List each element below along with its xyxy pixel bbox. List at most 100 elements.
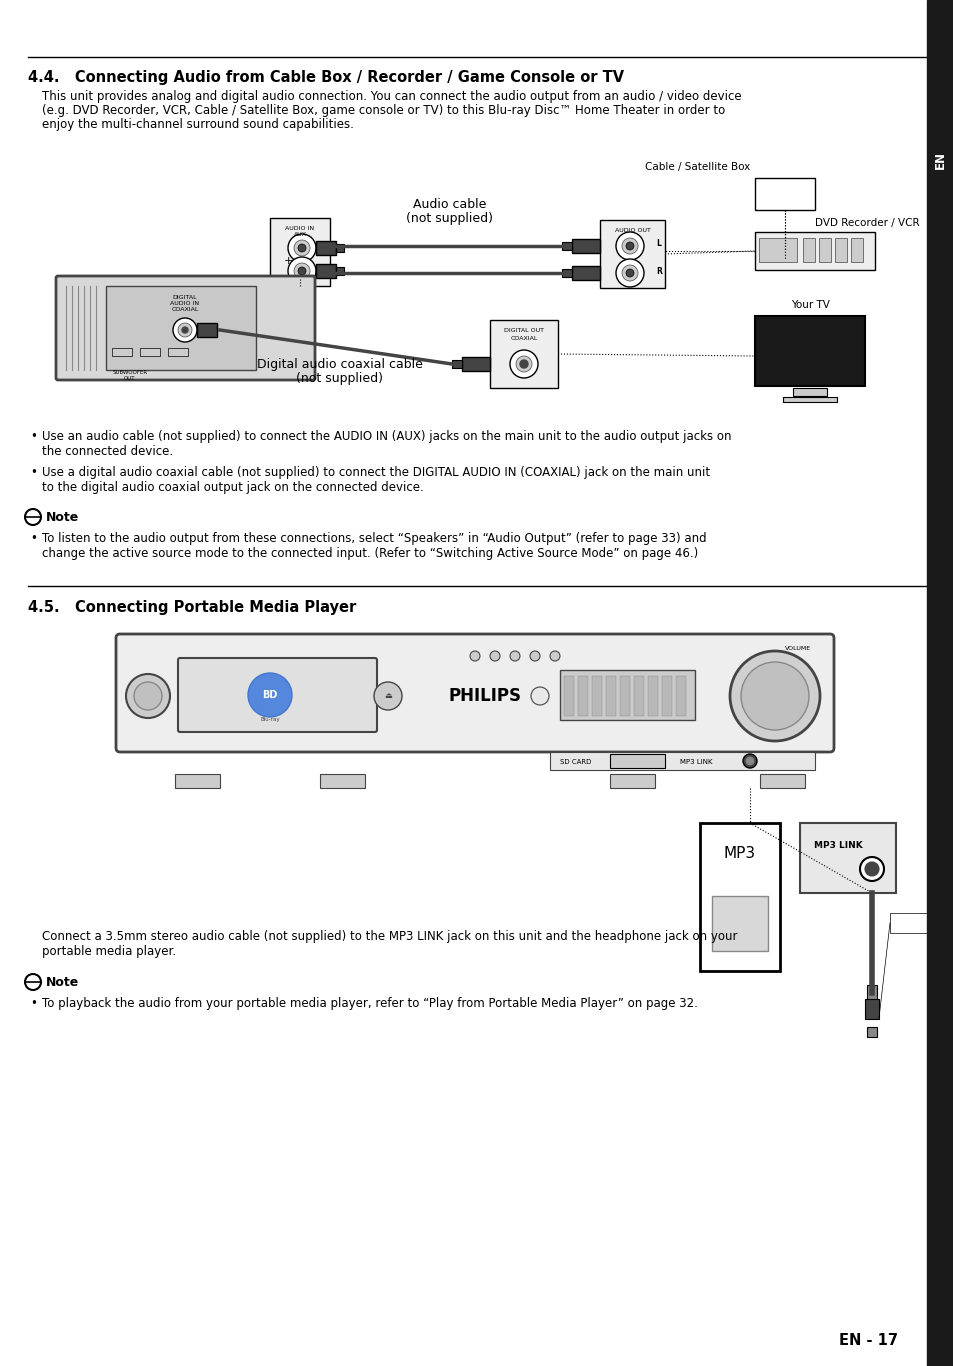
Text: Connect a 3.5mm stereo audio cable (not supplied) to the MP3 LINK jack on this u: Connect a 3.5mm stereo audio cable (not … xyxy=(42,930,737,943)
Text: COAXIAL: COAXIAL xyxy=(510,336,537,340)
Circle shape xyxy=(531,687,548,705)
Bar xyxy=(315,264,335,279)
Bar xyxy=(647,676,658,716)
Bar xyxy=(926,0,953,1366)
Circle shape xyxy=(625,242,634,250)
Text: •: • xyxy=(30,466,37,479)
Circle shape xyxy=(248,673,292,717)
Text: Use an audio cable (not supplied) to connect the AUDIO IN (AUX) jacks on the mai: Use an audio cable (not supplied) to con… xyxy=(42,430,731,443)
Text: the connected device.: the connected device. xyxy=(42,445,172,458)
Text: MP3 LINK: MP3 LINK xyxy=(813,840,862,850)
Circle shape xyxy=(25,974,41,990)
Bar xyxy=(196,322,216,337)
Text: •: • xyxy=(30,430,37,443)
Bar xyxy=(634,676,643,716)
Circle shape xyxy=(859,856,883,881)
Bar xyxy=(792,388,826,396)
Text: VOLUME: VOLUME xyxy=(784,646,810,652)
Text: AUX: AUX xyxy=(294,232,306,238)
Bar xyxy=(559,669,695,720)
Circle shape xyxy=(729,652,820,740)
Text: To listen to the audio output from these connections, select “Speakers” in “Audi: To listen to the audio output from these… xyxy=(42,531,706,545)
Text: change the active source mode to the connected input. (Refer to “Switching Activ: change the active source mode to the con… xyxy=(42,546,698,560)
Circle shape xyxy=(510,350,537,378)
Circle shape xyxy=(864,862,878,876)
Bar xyxy=(818,238,830,262)
Bar xyxy=(760,775,804,788)
Bar xyxy=(490,320,558,388)
Circle shape xyxy=(470,652,479,661)
Bar xyxy=(661,676,671,716)
Text: ⏏: ⏏ xyxy=(384,691,392,701)
Text: (not supplied): (not supplied) xyxy=(948,929,953,938)
Text: (not supplied): (not supplied) xyxy=(406,212,493,225)
Bar xyxy=(168,348,188,357)
Circle shape xyxy=(530,652,539,661)
Bar xyxy=(335,245,344,251)
FancyBboxPatch shape xyxy=(178,658,376,732)
Bar xyxy=(561,269,572,277)
Text: SD CARD: SD CARD xyxy=(559,759,591,765)
Circle shape xyxy=(616,260,643,287)
Bar xyxy=(676,676,685,716)
Text: To playback the audio from your portable media player, refer to “Play from Porta: To playback the audio from your portable… xyxy=(42,997,698,1009)
Text: AUDIO IN: AUDIO IN xyxy=(285,225,314,231)
FancyBboxPatch shape xyxy=(754,232,874,270)
Text: (e.g. DVD Recorder, VCR, Cable / Satellite Box, game console or TV) to this Blu-: (e.g. DVD Recorder, VCR, Cable / Satelli… xyxy=(42,104,724,117)
Bar xyxy=(605,676,616,716)
Bar xyxy=(609,754,664,768)
Bar xyxy=(700,822,780,971)
Bar xyxy=(782,398,836,402)
Circle shape xyxy=(297,266,306,275)
Text: Note: Note xyxy=(46,975,79,989)
Bar xyxy=(599,220,664,288)
Bar xyxy=(578,676,587,716)
Text: Audio cable: Audio cable xyxy=(413,198,486,210)
Bar xyxy=(563,676,574,716)
Bar xyxy=(866,1027,876,1037)
Circle shape xyxy=(625,269,634,277)
Bar xyxy=(759,238,796,262)
Bar xyxy=(561,242,572,250)
Circle shape xyxy=(126,673,170,719)
Circle shape xyxy=(288,257,315,285)
Text: portable media player.: portable media player. xyxy=(42,945,176,958)
Text: SUBWOOFER
OUT: SUBWOOFER OUT xyxy=(112,370,148,381)
Circle shape xyxy=(490,652,499,661)
Bar xyxy=(452,361,461,367)
Text: Use a digital audio coaxial cable (not supplied) to connect the DIGITAL AUDIO IN: Use a digital audio coaxial cable (not s… xyxy=(42,466,709,479)
Circle shape xyxy=(550,652,559,661)
Bar xyxy=(112,348,132,357)
Bar xyxy=(315,240,335,255)
Bar xyxy=(609,775,655,788)
Bar xyxy=(572,266,599,280)
Circle shape xyxy=(742,754,757,768)
Circle shape xyxy=(374,682,401,710)
Bar xyxy=(754,178,814,210)
Circle shape xyxy=(178,322,192,337)
Text: Note: Note xyxy=(46,511,79,525)
Circle shape xyxy=(297,245,306,251)
Text: BD: BD xyxy=(262,690,277,699)
Text: EN - 17: EN - 17 xyxy=(838,1333,897,1348)
Circle shape xyxy=(621,265,638,281)
FancyBboxPatch shape xyxy=(116,634,833,753)
Text: DIGITAL
AUDIO IN
COAXIAL: DIGITAL AUDIO IN COAXIAL xyxy=(171,295,199,311)
Circle shape xyxy=(182,326,188,333)
Bar xyxy=(572,239,599,253)
Text: DVD Recorder / VCR: DVD Recorder / VCR xyxy=(815,219,919,228)
Text: PHILIPS: PHILIPS xyxy=(448,687,521,705)
Text: This unit provides analog and digital audio connection. You can connect the audi: This unit provides analog and digital au… xyxy=(42,90,740,102)
Text: L: L xyxy=(656,239,660,249)
Bar xyxy=(711,896,767,951)
Bar xyxy=(550,753,814,770)
Bar xyxy=(800,822,895,893)
Text: Your TV: Your TV xyxy=(790,301,829,310)
Text: 4.5.   Connecting Portable Media Player: 4.5. Connecting Portable Media Player xyxy=(28,600,355,615)
Text: to the digital audio coaxial output jack on the connected device.: to the digital audio coaxial output jack… xyxy=(42,481,423,494)
Text: Blu-ray: Blu-ray xyxy=(260,717,279,723)
Bar xyxy=(335,266,344,275)
Bar xyxy=(802,238,814,262)
Bar xyxy=(889,912,944,933)
Circle shape xyxy=(516,357,532,372)
